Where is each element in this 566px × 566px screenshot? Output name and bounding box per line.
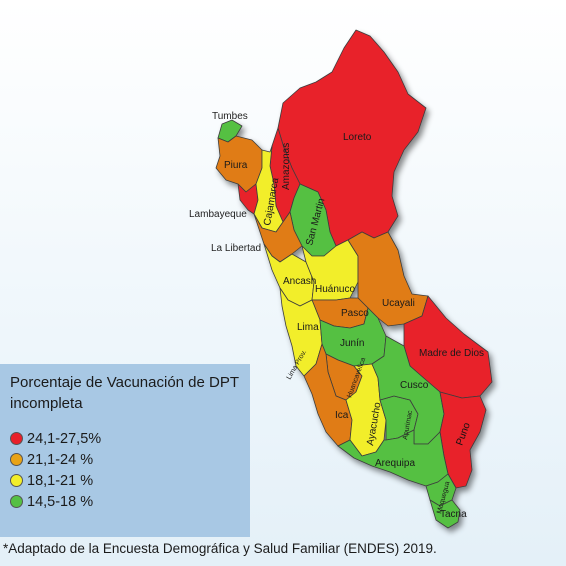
legend-swatch-yellow (10, 474, 23, 487)
label-tacna: Tacna (440, 509, 467, 520)
legend-label: 14,5-18 % (27, 493, 94, 510)
label-ica: Ica (335, 410, 349, 421)
legend-swatch-red (10, 432, 23, 445)
label-tumbes: Tumbes (212, 111, 248, 122)
label-cusco: Cusco (400, 380, 429, 391)
label-huanuco: Huánuco (315, 284, 355, 295)
region-huanuco (301, 239, 359, 301)
legend-label: 18,1-21 % (27, 472, 94, 489)
label-loreto: Loreto (343, 132, 372, 143)
label-junin: Junín (340, 338, 364, 349)
label-ancash: Ancash (283, 276, 316, 287)
label-piura: Piura (224, 160, 248, 171)
label-arequipa: Arequipa (375, 458, 415, 469)
label-amazonas: Amazonas (281, 143, 292, 190)
legend-title: Porcentaje de Vacunación de DPT incomple… (10, 374, 239, 412)
legend-item: 24,1-27,5% (10, 428, 242, 449)
label-la-libertad: La Libertad (211, 243, 261, 254)
source-note: *Adaptado de la Encuesta Demográfica y S… (3, 541, 437, 556)
label-ucayali: Ucayali (382, 298, 415, 309)
region-tacna (429, 499, 461, 529)
legend-label: 21,1-24 % (27, 451, 94, 468)
legend-item: 14,5-18 % (10, 491, 242, 512)
label-madre-de-dios: Madre de Dios (419, 348, 484, 359)
label-lambayeque: Lambayeque (189, 209, 247, 220)
legend-label: 24,1-27,5% (27, 430, 102, 447)
legend-swatch-orange (10, 453, 23, 466)
legend: Porcentaje de Vacunación de DPT incomple… (0, 364, 250, 537)
label-lima: Lima (297, 322, 319, 333)
region-arequipa (337, 429, 449, 487)
label-pasco: Pasco (341, 308, 369, 319)
legend-item: 21,1-24 % (10, 449, 242, 470)
legend-item: 18,1-21 % (10, 470, 242, 491)
legend-swatch-green (10, 495, 23, 508)
